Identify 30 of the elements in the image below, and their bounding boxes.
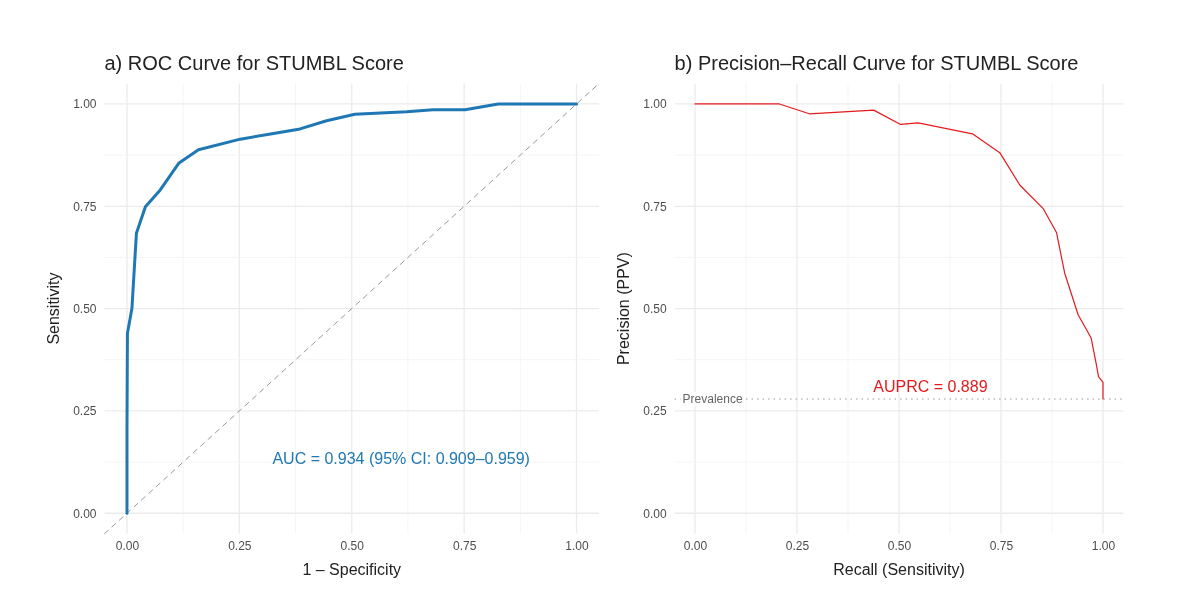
y-tick-label: 1.00 xyxy=(643,97,667,112)
y-tick-label: 0.50 xyxy=(643,301,667,316)
y-tick-label: 0.50 xyxy=(73,301,97,316)
y-tick-label: 0.75 xyxy=(73,199,97,214)
y-tick-label: 0.75 xyxy=(643,199,667,214)
annotation: AUC = 0.934 (95% CI: 0.909–0.959) xyxy=(272,449,530,467)
y-tick-label: 0.00 xyxy=(643,506,667,521)
y-axis-title: Precision (PPV) xyxy=(614,252,632,366)
ref-line-label: Prevalence xyxy=(682,392,743,407)
y-tick-label: 0.00 xyxy=(73,506,97,521)
y-tick-label: 1.00 xyxy=(73,97,97,112)
annotation: AUPRC = 0.889 xyxy=(873,377,988,395)
x-tick-label: 0.00 xyxy=(115,539,140,554)
chart-title: b) Precision–Recall Curve for STUMBL Score xyxy=(674,52,1079,74)
x-tick-label: 0.25 xyxy=(228,539,252,554)
y-tick-label: 0.25 xyxy=(73,404,97,419)
chart-title: a) ROC Curve for STUMBL Score xyxy=(104,52,404,74)
x-axis-title: Recall (Sensitivity) xyxy=(833,560,965,578)
x-tick-label: 0.75 xyxy=(989,539,1014,554)
x-tick-label: 1.00 xyxy=(565,539,590,554)
x-tick-label: 0.50 xyxy=(887,539,912,554)
x-tick-label: 1.00 xyxy=(1091,539,1116,554)
line-series xyxy=(125,102,579,515)
x-axis-title: 1 – Specificity xyxy=(302,560,402,578)
x-tick-label: 0.75 xyxy=(452,539,477,554)
x-tick-label: 0.50 xyxy=(340,539,365,554)
y-axis-title: Sensitivity xyxy=(44,272,62,345)
x-tick-label: 0.00 xyxy=(683,539,708,554)
y-tick-label: 0.25 xyxy=(643,404,667,419)
x-tick-label: 0.25 xyxy=(785,539,810,554)
